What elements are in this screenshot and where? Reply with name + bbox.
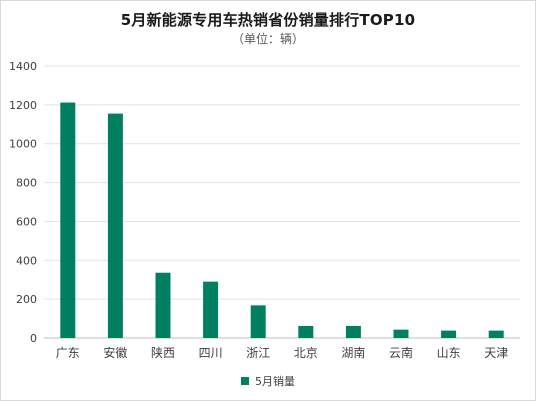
legend: 5月销量 — [0, 373, 536, 389]
y-tick-label: 0 — [30, 332, 37, 345]
x-tick-label: 北京 — [294, 346, 318, 360]
x-tick-label: 云南 — [389, 345, 413, 360]
bar — [203, 281, 219, 338]
bar — [298, 325, 314, 338]
x-tick-label: 山东 — [437, 346, 461, 360]
y-tick-label: 1400 — [9, 60, 37, 73]
bar — [345, 325, 361, 338]
y-tick-label: 400 — [16, 254, 37, 267]
y-tick-label: 800 — [16, 177, 37, 190]
x-tick-label: 广东 — [56, 346, 80, 360]
x-tick-label: 湖南 — [341, 345, 365, 360]
y-tick-label: 1200 — [9, 99, 37, 112]
x-tick-label: 四川 — [199, 346, 223, 360]
bar — [441, 330, 457, 338]
x-tick-label: 安徽 — [103, 345, 127, 360]
chart-title: 5月新能源专用车热销省份销量排行TOP10 — [120, 11, 416, 29]
x-tick-label: 浙江 — [246, 346, 270, 360]
x-tick-label: 天津 — [484, 346, 508, 360]
y-tick-label: 600 — [16, 215, 37, 228]
bar — [155, 272, 171, 338]
bar — [250, 305, 266, 338]
bar — [60, 102, 76, 338]
chart-subtitle: （单位：辆） — [231, 32, 304, 46]
x-tick-label: 陕西 — [151, 345, 175, 360]
legend-label: 5月销量 — [255, 375, 295, 388]
bar — [488, 330, 504, 338]
y-tick-label: 200 — [16, 293, 37, 306]
bar — [107, 113, 123, 338]
y-tick-label: 1000 — [9, 138, 37, 151]
legend-swatch — [241, 377, 249, 385]
bar — [393, 329, 409, 338]
